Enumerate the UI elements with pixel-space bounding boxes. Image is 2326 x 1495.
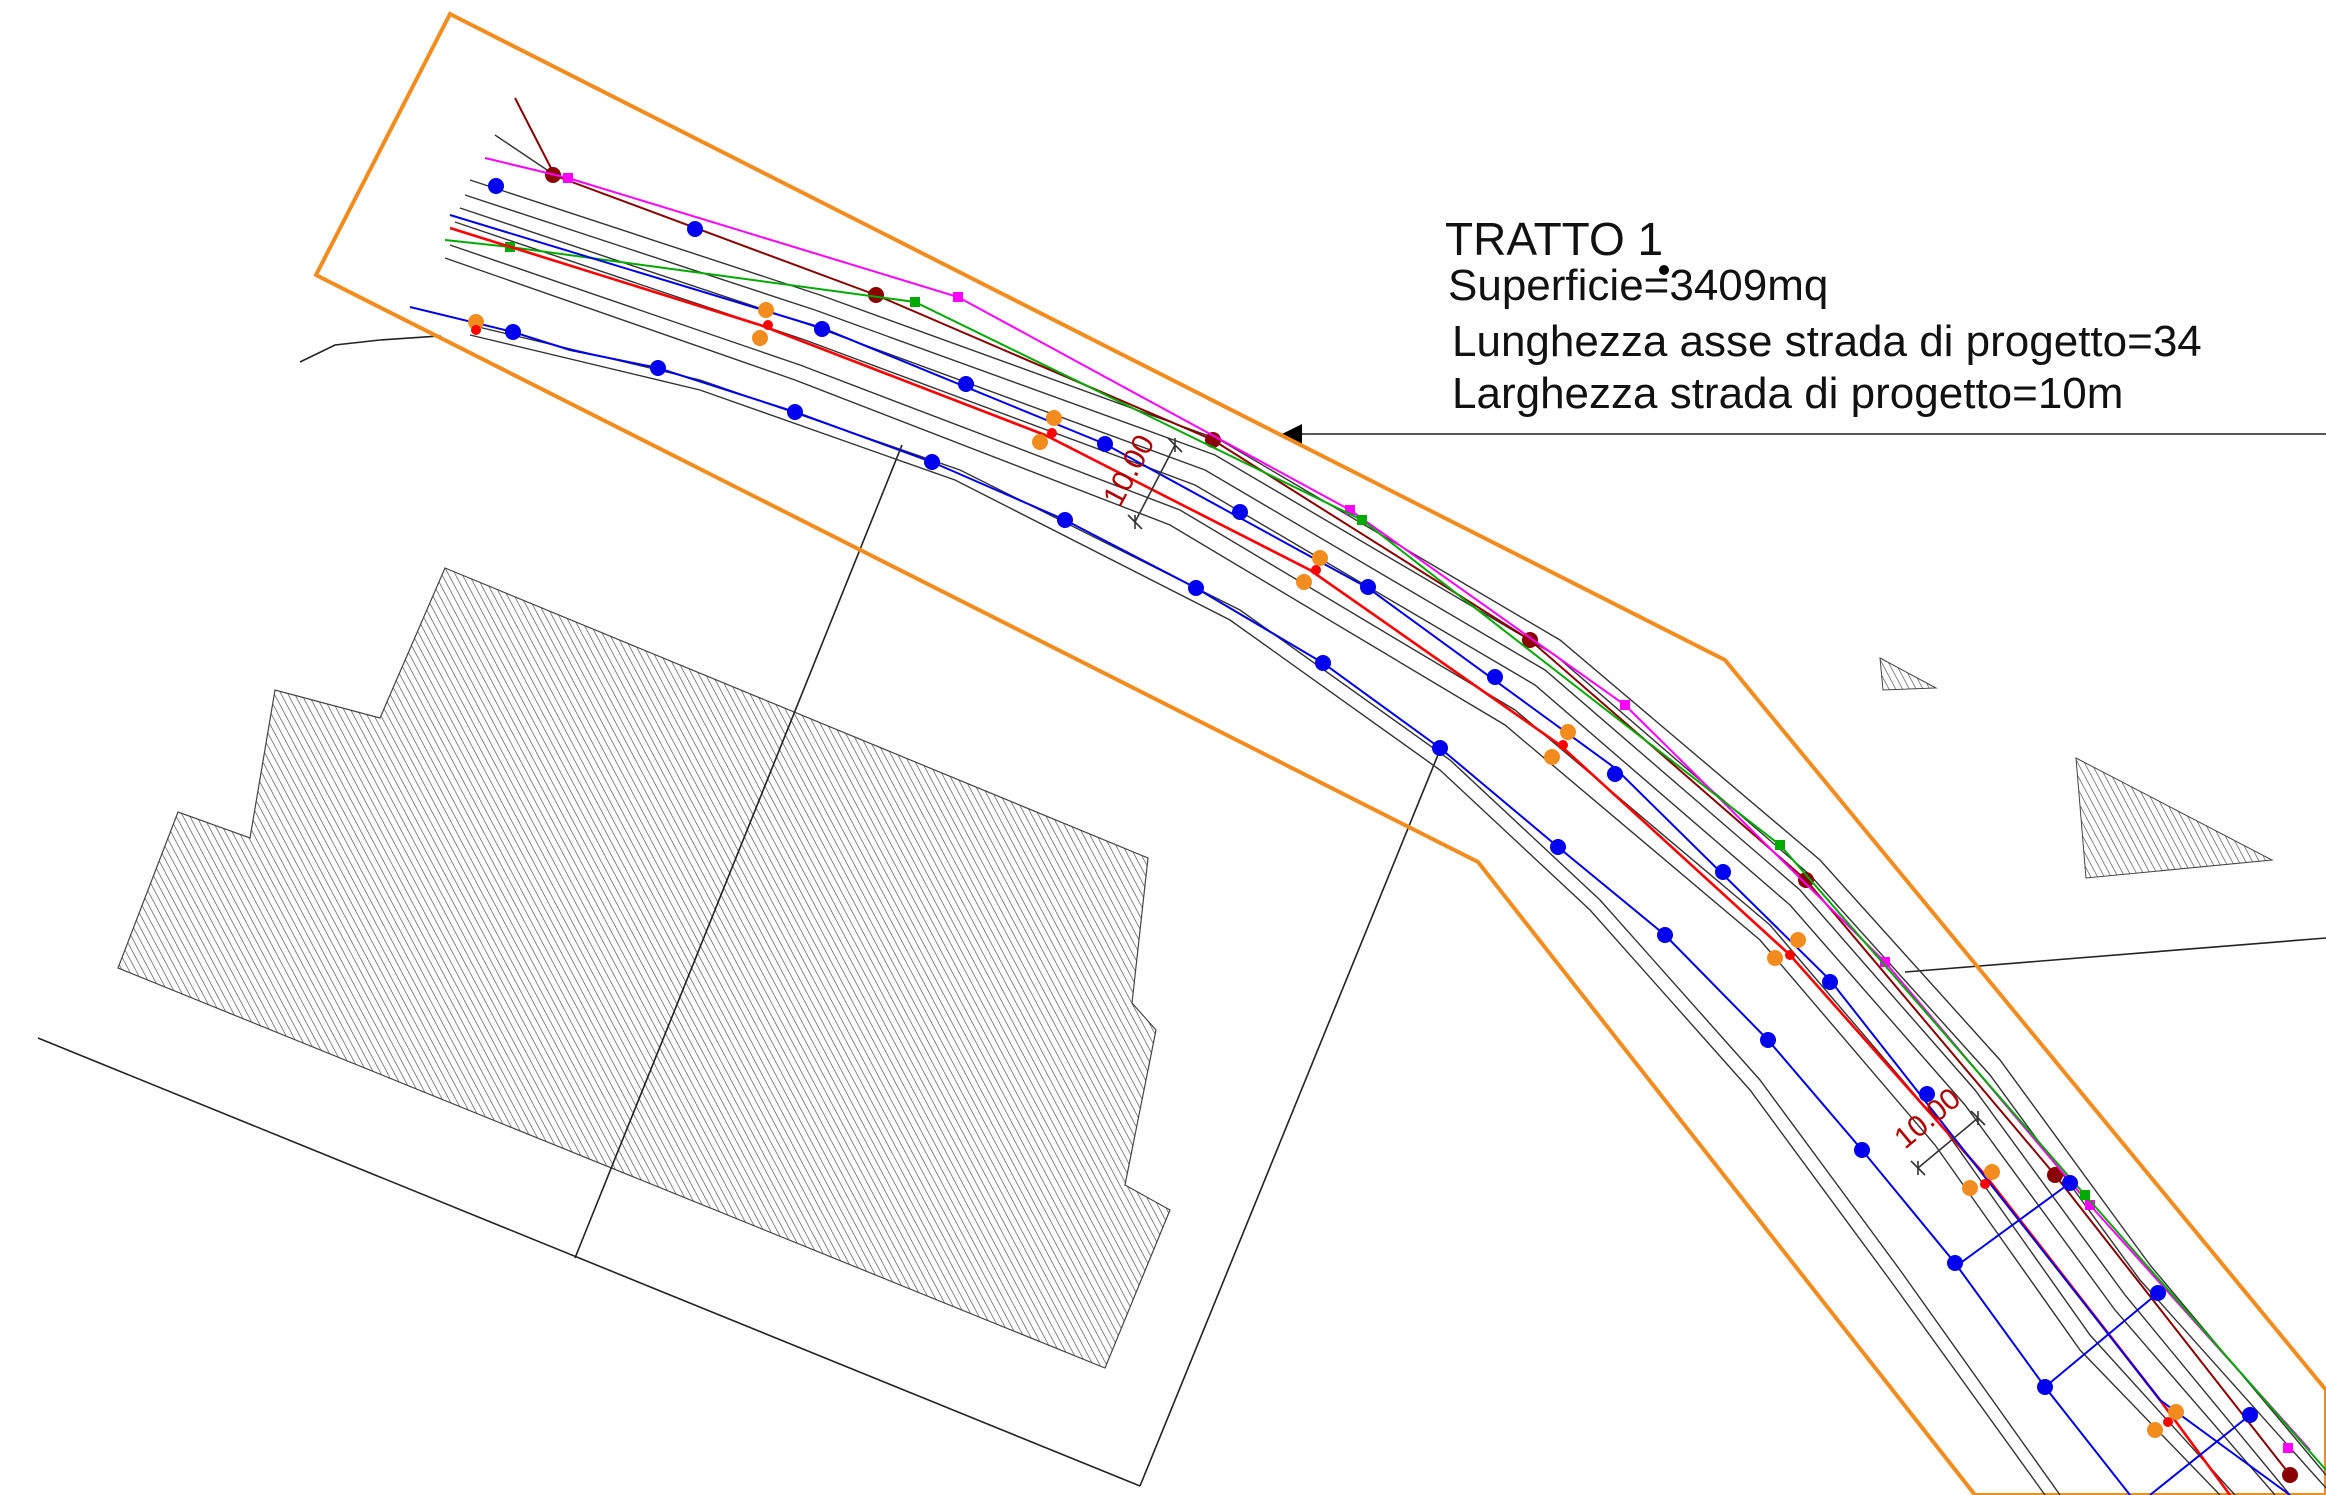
hatched-building-large: [117, 567, 1171, 1369]
blue-line-lower: [409, 306, 2251, 1495]
darkred-line: [514, 97, 2298, 1483]
hatched-triangle-right: [2075, 757, 2274, 879]
annotation-area: Superficie=3409mq: [1448, 261, 1828, 310]
project-boundary: [313, 11, 2326, 1495]
annotation-insertion-point: [1659, 265, 1669, 275]
dimension-marks: [1127, 437, 1986, 1176]
orange-markers: [468, 302, 2184, 1438]
red-markers: [471, 320, 2173, 1427]
leader-arrowhead: [1282, 424, 1302, 444]
blue-line-upper: [449, 178, 2291, 1495]
parcel-lines: [37, 335, 2326, 1487]
hatched-triangle-small: [1879, 657, 1938, 691]
magenta-line: [484, 157, 2311, 1453]
annotation-axis-length: Lunghezza asse strada di progetto=34: [1452, 317, 2202, 366]
road-edge-lines: [444, 134, 2326, 1495]
annotation-title: TRATTO 1: [1445, 213, 1663, 265]
annotation-road-width: Larghezza strada di progetto=10m: [1452, 369, 2123, 418]
